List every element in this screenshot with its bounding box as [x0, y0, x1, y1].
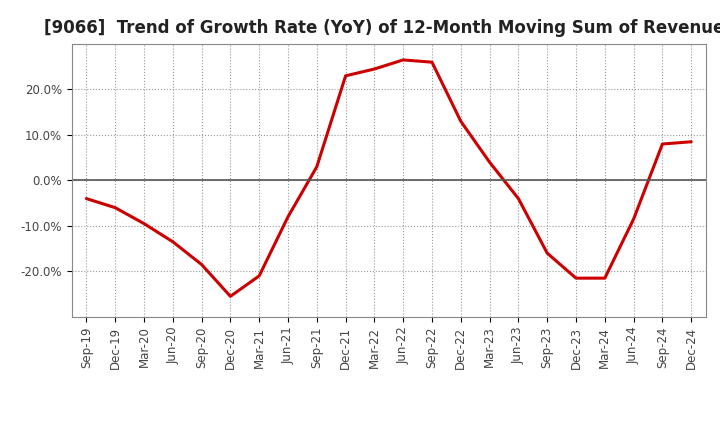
Title: [9066]  Trend of Growth Rate (YoY) of 12-Month Moving Sum of Revenues: [9066] Trend of Growth Rate (YoY) of 12-…: [44, 19, 720, 37]
